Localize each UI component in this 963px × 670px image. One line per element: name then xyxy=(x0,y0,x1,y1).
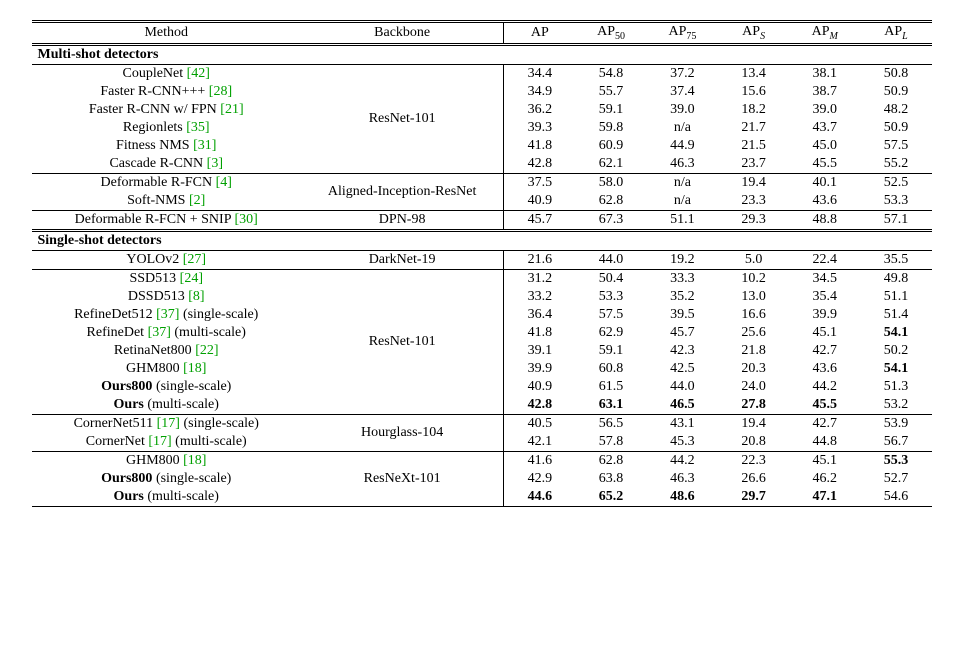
table-row: CornerNet511 [17] (single-scale) Hourgla… xyxy=(32,414,932,433)
header-apm: APM xyxy=(789,22,860,45)
method-cell: RefineDet512 [37] (single-scale) xyxy=(32,306,301,324)
method-cell: Deformable R-FCN + SNIP [30] xyxy=(32,210,301,230)
table-row: Deformable R-FCN [4] Aligned-Inception-R… xyxy=(32,173,932,192)
header-method: Method xyxy=(32,22,301,45)
method-cell: Faster R-CNN w/ FPN [21] xyxy=(32,101,301,119)
method-cell: CornerNet [17] (multi-scale) xyxy=(32,433,301,452)
results-table: Method Backbone AP AP50 AP75 APS APM APL… xyxy=(32,20,932,507)
backbone-cell: Hourglass-104 xyxy=(301,414,504,451)
backbone-cell: DPN-98 xyxy=(301,210,504,230)
table-row: Deformable R-FCN + SNIP [30] DPN-98 45.7… xyxy=(32,210,932,230)
method-cell: Soft-NMS [2] xyxy=(32,192,301,211)
table-row: SSD513 [24] ResNet-101 31.250.433.310.23… xyxy=(32,269,932,288)
method-cell: Ours (multi-scale) xyxy=(32,488,301,507)
section-multi: Multi-shot detectors xyxy=(32,44,932,64)
method-cell: GHM800 [18] xyxy=(32,451,301,470)
method-cell: RetinaNet800 [22] xyxy=(32,342,301,360)
header-aps: APS xyxy=(718,22,789,45)
header-apl: APL xyxy=(860,22,931,45)
method-cell: Deformable R-FCN [4] xyxy=(32,173,301,192)
header-backbone: Backbone xyxy=(301,22,504,45)
method-cell: Ours800 (single-scale) xyxy=(32,378,301,396)
backbone-cell: Aligned-Inception-ResNet xyxy=(301,173,504,210)
method-cell: GHM800 [18] xyxy=(32,360,301,378)
backbone-cell: DarkNet-19 xyxy=(301,250,504,269)
header-ap50: AP50 xyxy=(575,22,646,45)
method-cell: Ours800 (single-scale) xyxy=(32,470,301,488)
header-ap: AP xyxy=(504,22,576,45)
backbone-cell: ResNeXt-101 xyxy=(301,451,504,506)
method-cell: Faster R-CNN+++ [28] xyxy=(32,83,301,101)
table-row: YOLOv2 [27] DarkNet-19 21.644.019.25.022… xyxy=(32,250,932,269)
method-cell: CornerNet511 [17] (single-scale) xyxy=(32,414,301,433)
method-cell: CoupleNet [42] xyxy=(32,64,301,83)
section-single: Single-shot detectors xyxy=(32,230,932,250)
table-row: CoupleNet [42] ResNet-101 34.4 54.8 37.2… xyxy=(32,64,932,83)
method-cell: RefineDet [37] (multi-scale) xyxy=(32,324,301,342)
method-cell: Cascade R-CNN [3] xyxy=(32,155,301,174)
method-cell: DSSD513 [8] xyxy=(32,288,301,306)
method-cell: SSD513 [24] xyxy=(32,269,301,288)
method-cell: Fitness NMS [31] xyxy=(32,137,301,155)
table-row: GHM800 [18] ResNeXt-101 41.662.844.222.3… xyxy=(32,451,932,470)
method-cell: YOLOv2 [27] xyxy=(32,250,301,269)
header-ap75: AP75 xyxy=(647,22,718,45)
method-cell: Ours (multi-scale) xyxy=(32,396,301,415)
method-cell: Regionlets [35] xyxy=(32,119,301,137)
backbone-cell: ResNet-101 xyxy=(301,64,504,173)
backbone-cell: ResNet-101 xyxy=(301,269,504,414)
